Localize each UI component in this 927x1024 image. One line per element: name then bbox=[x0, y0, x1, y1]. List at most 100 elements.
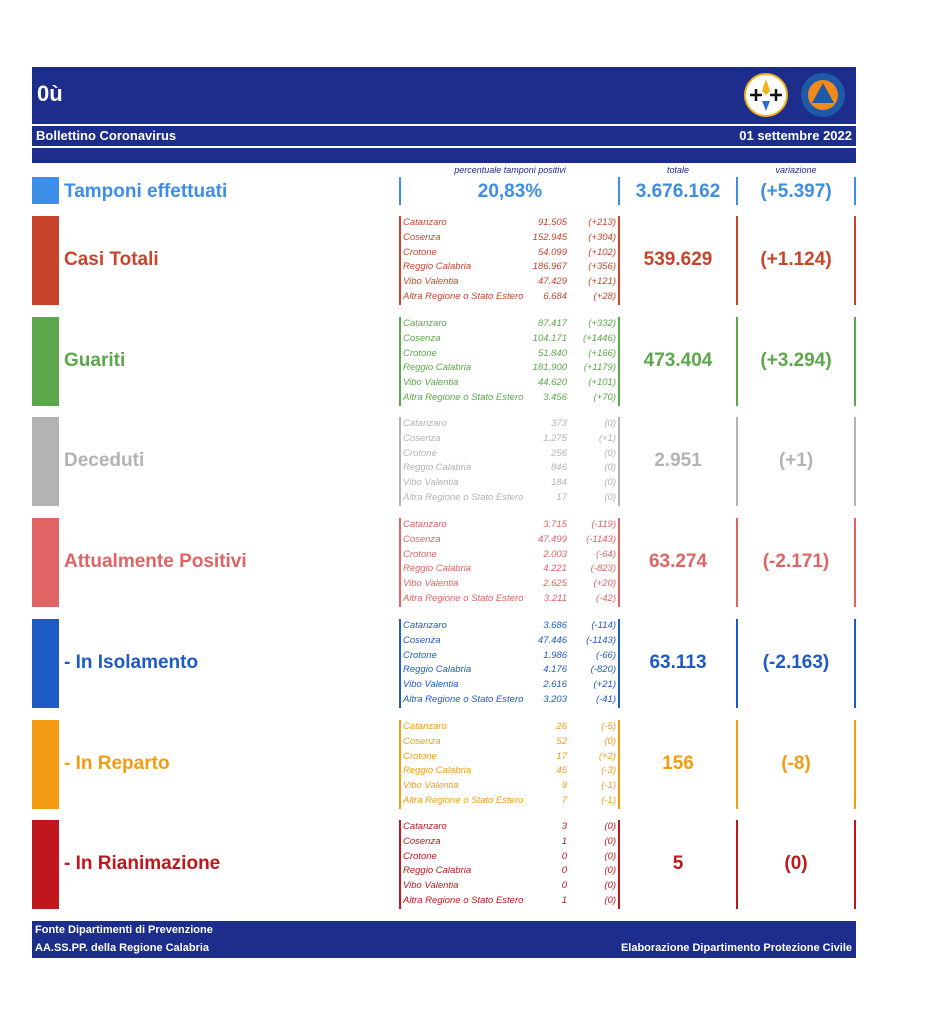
province-name: Catanzaro bbox=[403, 217, 447, 228]
province-name: Vibo Valentia bbox=[403, 477, 459, 489]
province-value: 6.684 bbox=[543, 290, 567, 302]
province-delta: (+121) bbox=[588, 276, 616, 288]
province-delta: (-114) bbox=[591, 620, 616, 631]
province-value: 3 bbox=[561, 821, 567, 832]
province-name: Reggio Calabria bbox=[403, 261, 472, 273]
casi-divider bbox=[854, 216, 856, 305]
province-delta: (+28) bbox=[593, 290, 616, 302]
province-delta: (-5) bbox=[601, 721, 616, 732]
list-item: Reggio Calabria 846 (0) bbox=[403, 462, 617, 477]
province-value: 9 bbox=[561, 780, 567, 792]
province-name: Altra Regione o Stato Estero bbox=[403, 894, 524, 906]
isolamento-province-list: Catanzaro 3.686 (-114) Cosenza 47.446 (-1143)… bbox=[403, 620, 617, 709]
list-item: Reggio Calabria 4.176 (-820) bbox=[403, 664, 617, 679]
positivi-label: Attualmente Positivi bbox=[64, 550, 247, 572]
province-delta: (+356) bbox=[588, 261, 616, 273]
province-name: Reggio Calabria bbox=[403, 362, 472, 374]
province-name: Vibo Valentia bbox=[403, 276, 459, 288]
list-item: Altra Regione o Stato Estero 7 (-1) bbox=[403, 795, 617, 810]
tamponi-positive-pct: 20,83% bbox=[477, 181, 543, 202]
footer-source-line1: Fonte Dipartimenti di Prevenzione bbox=[35, 924, 213, 936]
list-item: Catanzaro 3 (0) bbox=[403, 821, 617, 836]
list-item: Crotone 51.840 (+166) bbox=[403, 348, 617, 363]
province-delta: (0) bbox=[604, 447, 616, 459]
protezione-civile-logo bbox=[801, 73, 845, 117]
province-value: 26 bbox=[556, 721, 567, 732]
province-delta: (-41) bbox=[595, 693, 616, 705]
province-name: Crotone bbox=[403, 649, 437, 661]
province-delta: (+102) bbox=[588, 246, 616, 258]
guariti-divider bbox=[618, 317, 620, 406]
deceduti-province-list: Catanzaro 373 (0) Cosenza 1.275 (+1) Crotone 25… bbox=[403, 418, 617, 507]
rianimazione-color-swatch bbox=[32, 820, 59, 909]
province-name: Crotone bbox=[403, 850, 437, 862]
list-item: Vibo Valentia 2.625 (+20) bbox=[403, 578, 617, 593]
province-name: Altra Regione o Stato Estero bbox=[403, 592, 524, 604]
province-name: Vibo Valentia bbox=[403, 377, 459, 389]
province-value: 3.203 bbox=[543, 693, 567, 705]
tamponi-color-swatch bbox=[32, 177, 59, 204]
province-name: Crotone bbox=[403, 246, 437, 258]
province-delta: (0) bbox=[604, 865, 616, 877]
province-value: 87.417 bbox=[537, 318, 567, 329]
list-item: Crotone 2.003 (-64) bbox=[403, 549, 617, 564]
province-delta: (-820) bbox=[590, 664, 616, 676]
tamponi-divider bbox=[854, 177, 856, 205]
list-item: Vibo Valentia 2.616 (+21) bbox=[403, 679, 617, 694]
tamponi-divider bbox=[618, 177, 620, 205]
list-item: Cosenza 104.171 (+1446) bbox=[403, 333, 617, 348]
casi-total: 539.629 bbox=[643, 248, 713, 270]
tamponi-label: Tamponi effettuati bbox=[64, 181, 228, 202]
deceduti-divider bbox=[736, 417, 738, 506]
province-name: Cosenza bbox=[403, 432, 441, 444]
list-item: Altra Regione o Stato Estero 17 (0) bbox=[403, 492, 617, 507]
isolamento-label: - In Isolamento bbox=[64, 651, 199, 673]
province-delta: (0) bbox=[604, 894, 616, 906]
province-value: 4.176 bbox=[543, 664, 567, 676]
deceduti-label: Deceduti bbox=[64, 449, 145, 471]
rianimazione-divider bbox=[618, 820, 620, 909]
province-value: 0 bbox=[561, 880, 567, 892]
positivi-province-list: Catanzaro 3.715 (-119) Cosenza 47.499 (-1143)… bbox=[403, 519, 617, 608]
province-delta: (+213) bbox=[588, 217, 616, 228]
guariti-variation: (+3.294) bbox=[760, 349, 832, 371]
province-delta: (+332) bbox=[588, 318, 616, 329]
footer-credit: Elaborazione Dipartimento Protezione Civ… bbox=[620, 942, 852, 954]
tamponi-total: 3.676.162 bbox=[635, 181, 721, 202]
rianimazione-province-list: Catanzaro 3 (0) Cosenza 1 (0) Crotone 0 (0) Reggi… bbox=[403, 821, 617, 910]
province-delta: (0) bbox=[604, 821, 616, 832]
province-delta: (+20) bbox=[593, 578, 616, 590]
province-delta: (+2) bbox=[598, 750, 616, 762]
rianimazione-divider bbox=[736, 820, 738, 909]
province-name: Vibo Valentia bbox=[403, 880, 459, 892]
province-name: Reggio Calabria bbox=[403, 865, 472, 877]
reparto-divider bbox=[736, 720, 738, 809]
province-delta: (0) bbox=[604, 880, 616, 892]
province-value: 4.221 bbox=[543, 563, 567, 575]
bulletin-date: 01 settembre 2022 bbox=[739, 128, 852, 143]
deceduti-total: 2.951 bbox=[654, 449, 702, 471]
header-strip bbox=[32, 148, 856, 163]
list-item: Crotone 17 (+2) bbox=[403, 751, 617, 766]
province-value: 1.275 bbox=[543, 432, 567, 444]
list-item: Crotone 256 (0) bbox=[403, 448, 617, 463]
list-item: Reggio Calabria 186.967 (+356) bbox=[403, 261, 617, 276]
province-name: Catanzaro bbox=[403, 721, 447, 732]
province-value: 44.620 bbox=[537, 377, 567, 389]
province-value: 373 bbox=[551, 418, 567, 429]
rianimazione-variation: (0) bbox=[784, 852, 808, 874]
deceduti-divider bbox=[854, 417, 856, 506]
province-name: Cosenza bbox=[403, 332, 441, 344]
reparto-divider bbox=[618, 720, 620, 809]
reparto-divider bbox=[854, 720, 856, 809]
reparto-variation: (-8) bbox=[781, 752, 811, 774]
province-name: Altra Regione o Stato Estero bbox=[403, 491, 524, 503]
province-value: 181.900 bbox=[532, 362, 567, 374]
deceduti-color-swatch bbox=[32, 417, 59, 506]
isolamento-total: 63.113 bbox=[649, 651, 707, 673]
province-value: 3.686 bbox=[543, 620, 567, 631]
province-name: Cosenza bbox=[403, 533, 441, 545]
province-value: 846 bbox=[551, 462, 567, 474]
casi-divider bbox=[399, 216, 401, 305]
positivi-divider bbox=[736, 518, 738, 607]
